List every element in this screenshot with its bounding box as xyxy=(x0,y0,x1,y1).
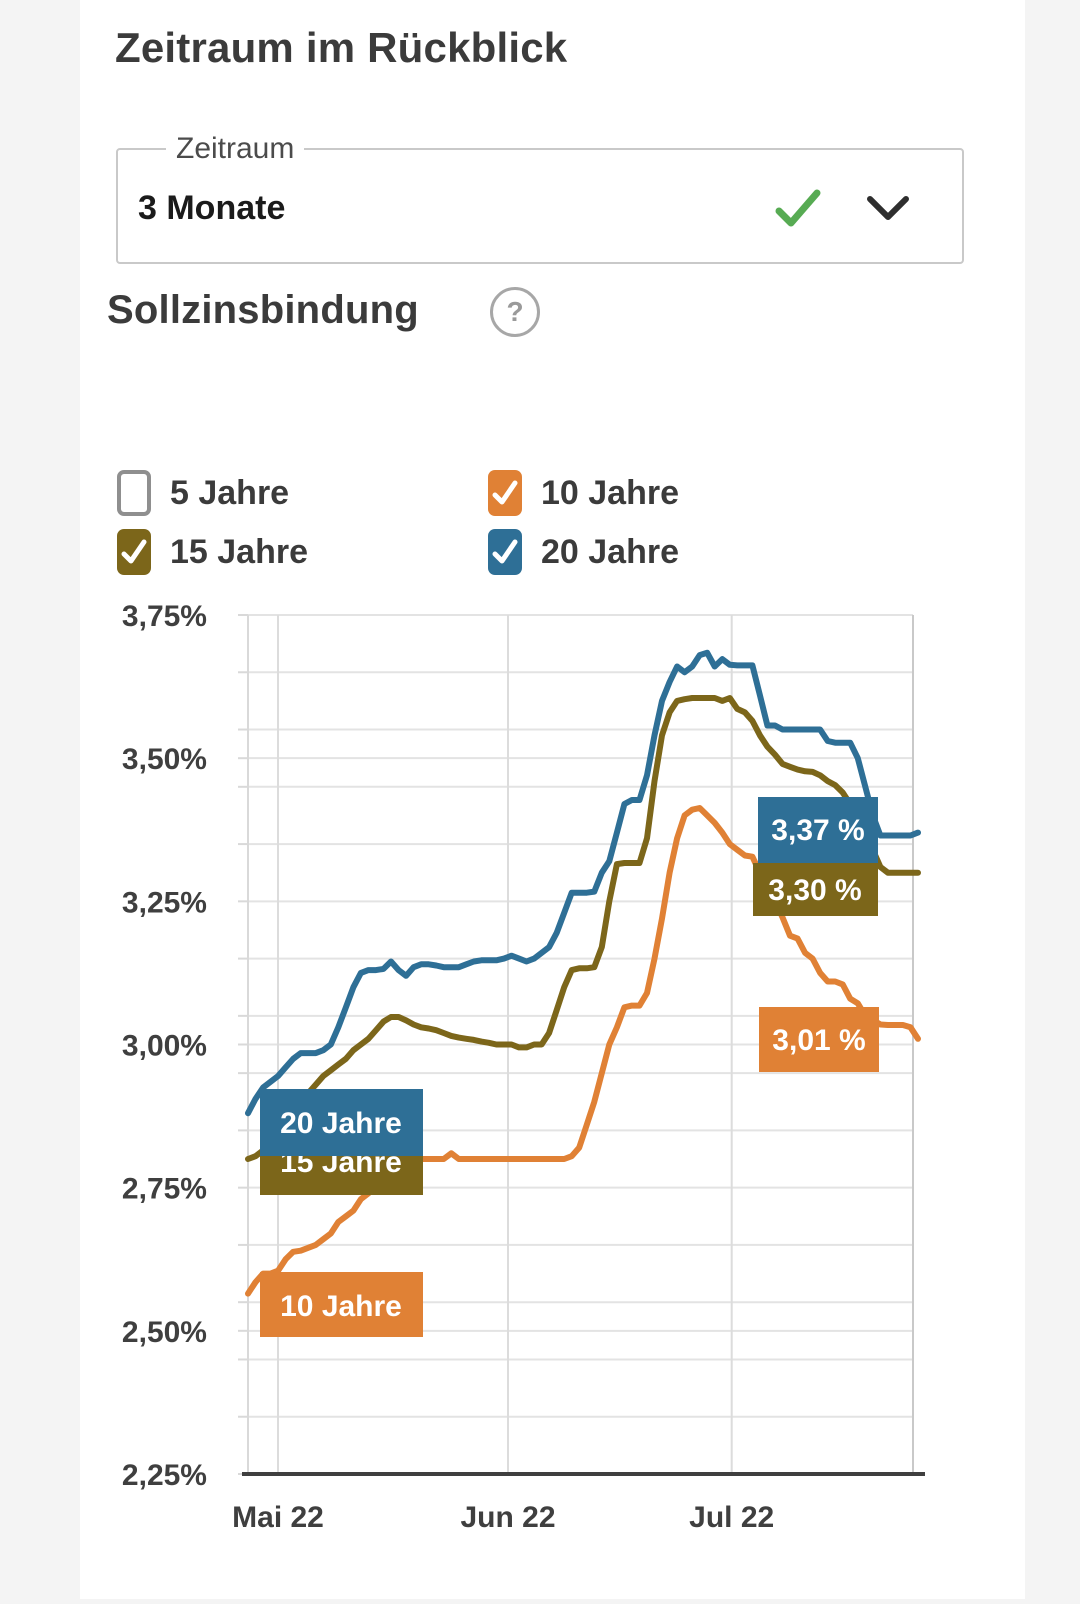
x-tick-label: Jun 22 xyxy=(460,1501,555,1534)
rate-history-chart: 3,75% 3,50% 3,25% 3,00% 2,75% 2,50% 2,25% Mai 2… xyxy=(80,590,1025,1599)
checkbox-10-jahre[interactable] xyxy=(488,470,522,516)
series-label-10-jahre: 10 Jahre xyxy=(260,1272,423,1337)
series-line-15-jahre xyxy=(245,695,921,1162)
legend-label-20-jahre: 20 Jahre xyxy=(541,532,679,571)
legend-item-15-jahre[interactable]: 15 Jahre xyxy=(117,529,308,575)
valid-checkmark-icon xyxy=(775,189,821,227)
section-title: Sollzinsbindung xyxy=(107,288,419,332)
x-tick-label: Jul 22 xyxy=(689,1501,774,1534)
series-line-10-jahre xyxy=(245,805,921,1297)
end-label-10-jahre-text: 3,01 % xyxy=(772,1024,865,1057)
series-label-10-jahre-text: 10 Jahre xyxy=(280,1290,402,1323)
end-label-15-jahre-text: 3,30 % xyxy=(768,874,861,907)
check-glyph xyxy=(121,539,147,564)
series-label-20-jahre-text: 20 Jahre xyxy=(280,1107,402,1140)
page-title: Zeitraum im Rückblick xyxy=(115,24,568,71)
end-label-10-jahre: 3,01 % xyxy=(759,1007,879,1072)
checkbox-5-jahre[interactable] xyxy=(117,470,151,516)
check-glyph xyxy=(492,480,518,505)
end-label-20-jahre-text: 3,37 % xyxy=(771,814,864,847)
check-glyph xyxy=(492,539,518,564)
chevron-down-icon[interactable] xyxy=(866,195,910,221)
legend-item-5-jahre[interactable]: 5 Jahre xyxy=(117,470,289,516)
y-tick-label: 3,75% xyxy=(122,600,207,633)
legend-label-5-jahre: 5 Jahre xyxy=(170,473,290,512)
legend-label-10-jahre: 10 Jahre xyxy=(541,473,679,512)
y-tick-label: 2,75% xyxy=(122,1173,207,1206)
help-icon[interactable]: ? xyxy=(490,287,540,337)
end-label-20-jahre: 3,37 % xyxy=(758,797,878,863)
y-axis-labels: 3,75% 3,50% 3,25% 3,00% 2,75% 2,50% 2,25% xyxy=(122,600,207,1492)
x-tick-label: Mai 22 xyxy=(232,1501,324,1534)
period-selected-value: 3 Monate xyxy=(138,188,286,227)
checkbox-20-jahre[interactable] xyxy=(488,529,522,575)
legend-label-15-jahre: 15 Jahre xyxy=(170,532,308,571)
series-line-20-jahre xyxy=(245,649,921,1117)
y-tick-label: 2,25% xyxy=(122,1459,207,1492)
period-dropdown[interactable]: Zeitraum 3 Monate xyxy=(116,132,964,264)
checkbox-15-jahre[interactable] xyxy=(117,529,151,575)
y-tick-label: 3,25% xyxy=(122,886,207,919)
y-tick-label: 3,00% xyxy=(122,1030,207,1063)
y-tick-label: 2,50% xyxy=(122,1316,207,1349)
period-dropdown-label: Zeitraum xyxy=(176,132,295,165)
content-card: Zeitraum im Rückblick Zeitraum 3 Monate … xyxy=(80,0,1025,1599)
series-label-20-jahre: 20 Jahre xyxy=(260,1089,423,1156)
x-axis-labels: Mai 22 Jun 22 Jul 22 xyxy=(232,1501,774,1534)
legend-item-10-jahre[interactable]: 10 Jahre xyxy=(488,470,679,516)
legend-item-20-jahre[interactable]: 20 Jahre xyxy=(488,529,679,575)
y-tick-label: 3,50% xyxy=(122,743,207,776)
end-label-15-jahre: 3,30 % xyxy=(753,863,878,916)
rate-history-chart-svg: 3,75% 3,50% 3,25% 3,00% 2,75% 2,50% 2,25% Mai 2… xyxy=(122,600,925,1534)
period-dropdown-row: 3 Monate xyxy=(138,188,938,228)
